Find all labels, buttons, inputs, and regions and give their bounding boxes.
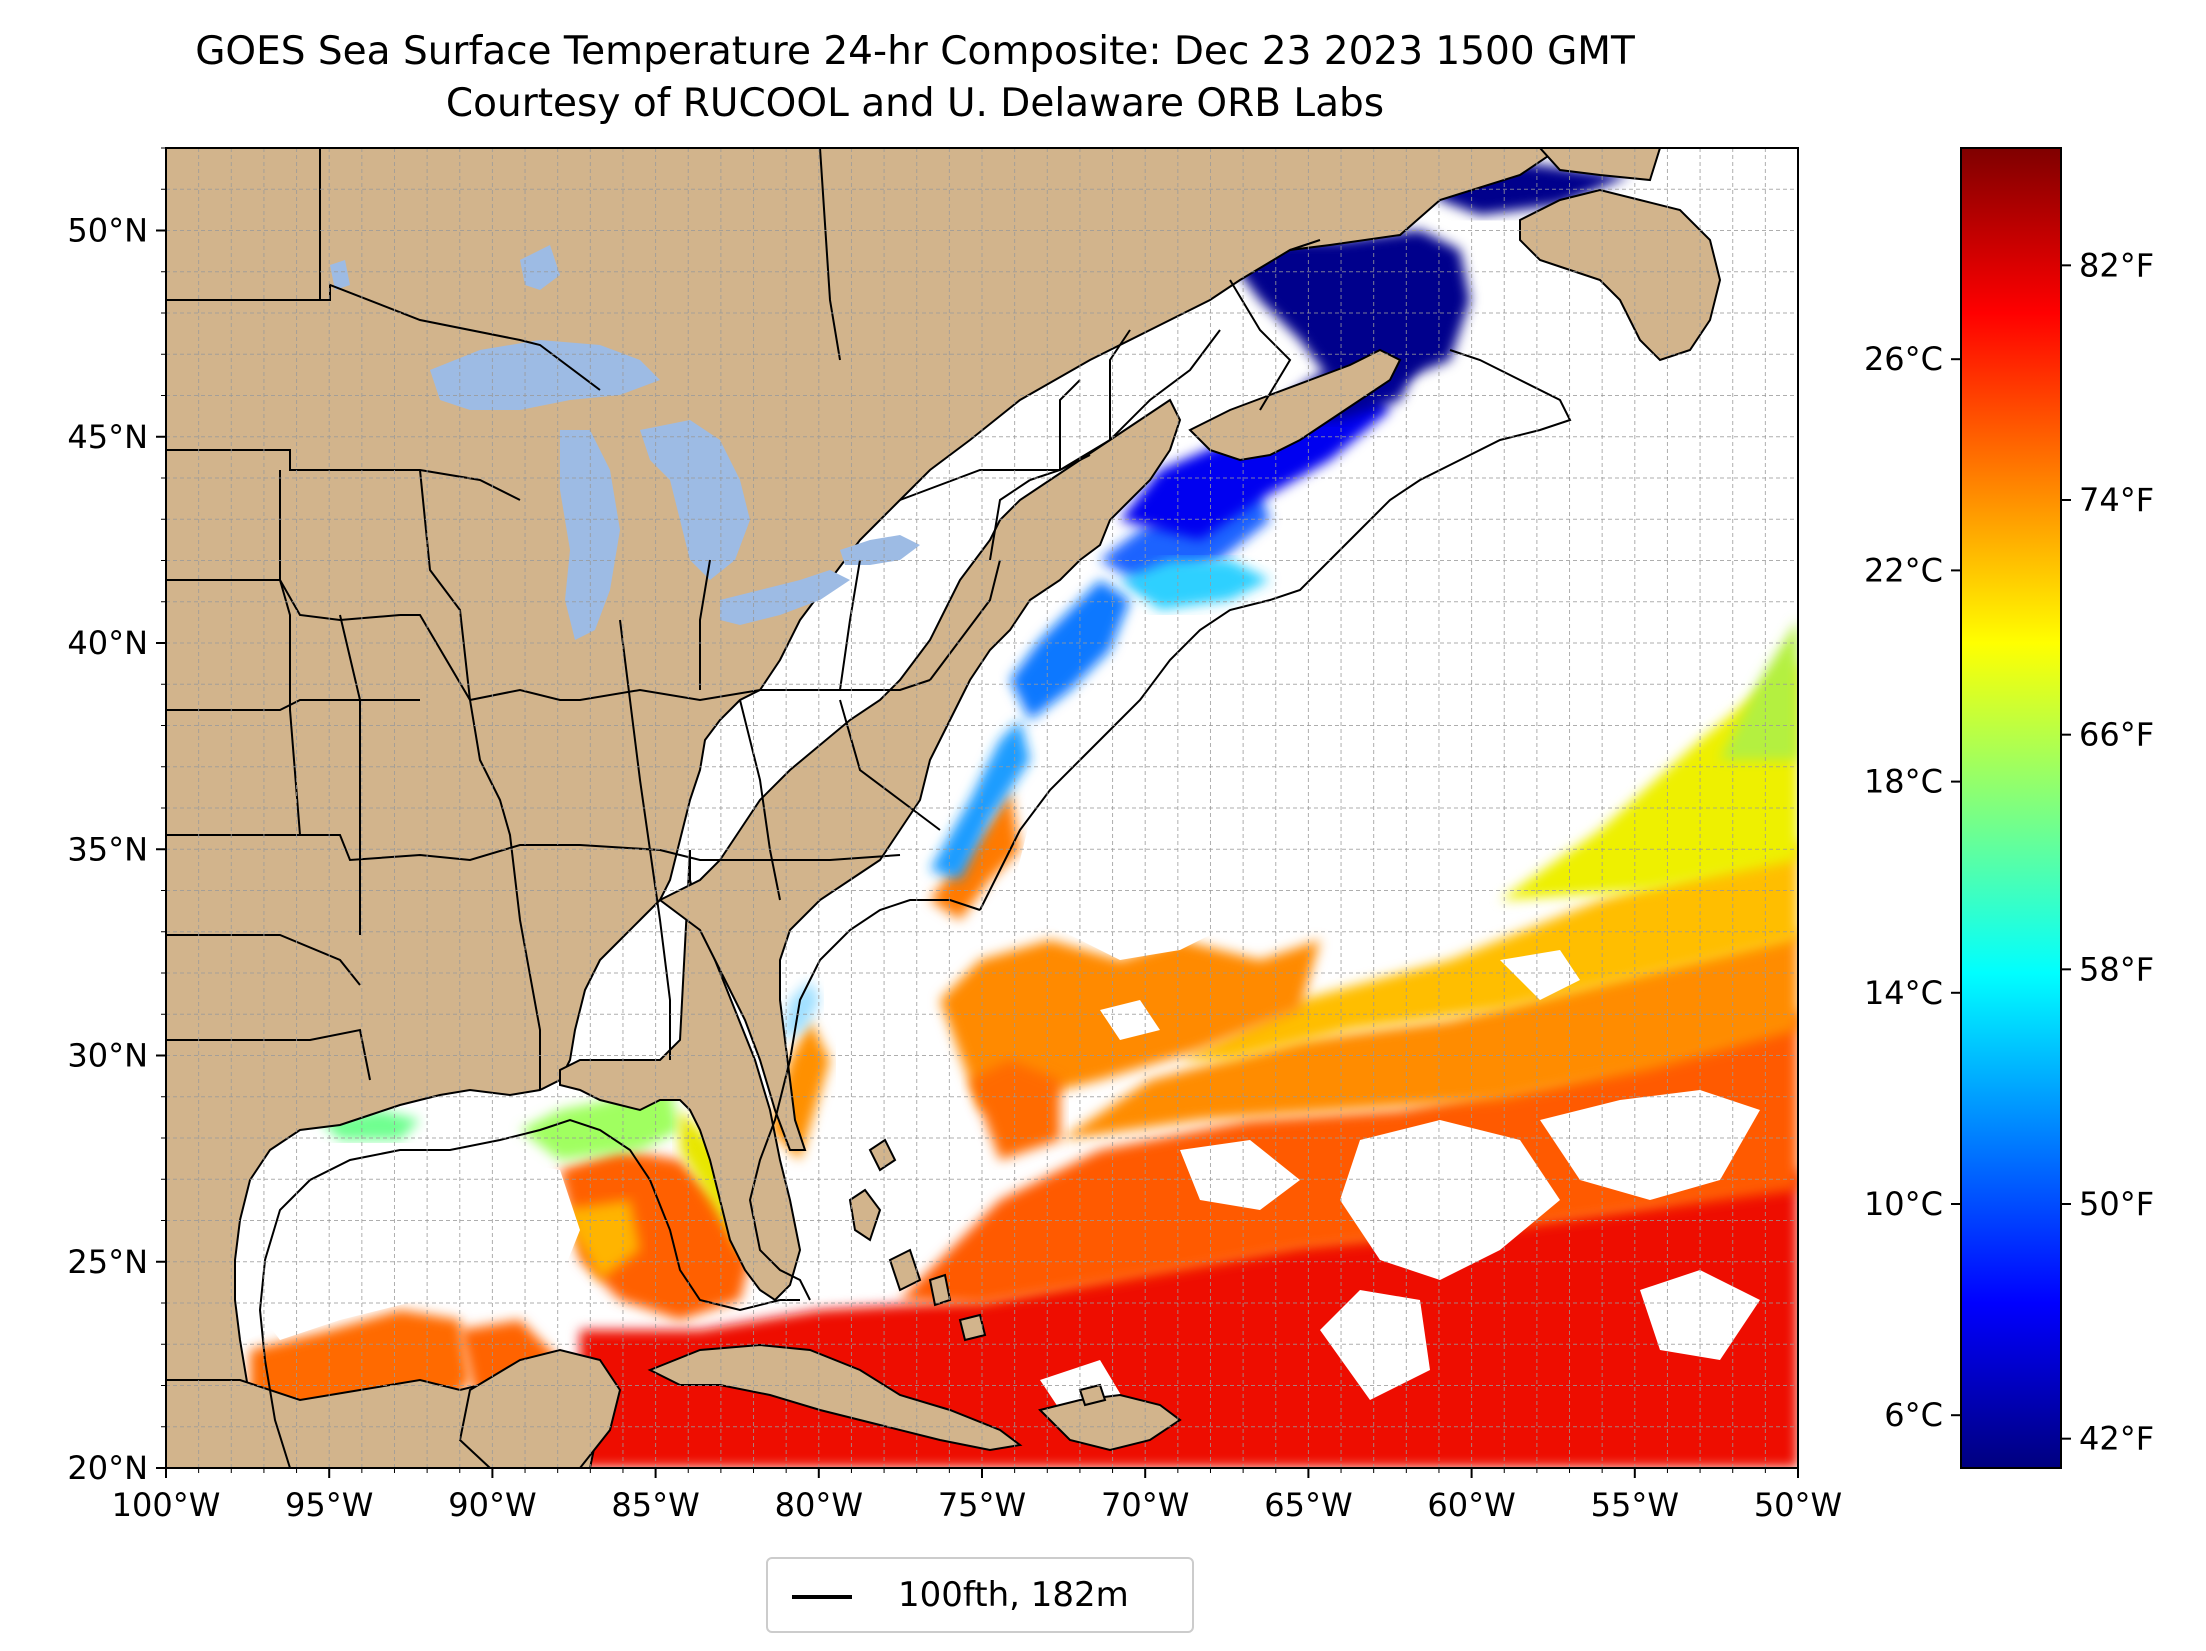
longitude-axis: 100°W 95°W 90°W 85°W 80°W 75°W 70°W 65°W 60°W 55°… [112, 1468, 1842, 1524]
lon-tick-label: 55°W [1591, 1486, 1679, 1524]
lon-tick-label: 100°W [112, 1486, 221, 1524]
isobath-100fth [258, 349, 1572, 1468]
lat-tick-label: 50°N [67, 212, 148, 250]
map-gridlines [166, 148, 1798, 1468]
lat-tick-label: 45°N [67, 418, 148, 456]
legend-label: 100fth, 182m [898, 1575, 1129, 1615]
fahrenheit-tick-label: 82°F [2079, 246, 2154, 284]
legend: 100fth, 182m [766, 1557, 1194, 1633]
colorbar [1960, 147, 2062, 1469]
lon-tick-label: 90°W [448, 1486, 536, 1524]
lon-tick-label: 50°W [1754, 1486, 1842, 1524]
lat-tick-label: 25°N [67, 1243, 148, 1281]
celsius-tick-label: 18°C [1864, 763, 1943, 801]
celsius-tick-label: 10°C [1864, 1185, 1943, 1223]
state-borders [166, 148, 1321, 1090]
great-lakes [330, 245, 920, 640]
lat-tick-label: 30°N [67, 1037, 148, 1075]
celsius-tick-label: 6°C [1884, 1396, 1943, 1434]
celsius-tick-label: 26°C [1864, 340, 1943, 378]
map-area [166, 148, 1798, 1468]
lat-tick-label: 20°N [67, 1449, 148, 1487]
fahrenheit-tick-label: 42°F [2079, 1420, 2154, 1458]
celsius-tick-label: 22°C [1864, 551, 1943, 589]
legend-line-swatch [792, 1595, 852, 1599]
lon-tick-label: 95°W [285, 1486, 373, 1524]
fahrenheit-tick-label: 66°F [2079, 716, 2154, 754]
fahrenheit-tick-label: 74°F [2079, 481, 2154, 519]
lon-tick-label: 80°W [775, 1486, 863, 1524]
lon-tick-label: 60°W [1427, 1486, 1515, 1524]
chart-subtitle: Courtesy of RUCOOL and U. Delaware ORB L… [445, 81, 1385, 126]
celsius-tick-label: 14°C [1864, 974, 1943, 1012]
lon-tick-label: 85°W [611, 1486, 699, 1524]
lat-tick-label: 40°N [67, 624, 148, 662]
lon-tick-label: 75°W [938, 1486, 1026, 1524]
fahrenheit-tick-label: 50°F [2079, 1185, 2154, 1223]
lon-tick-label: 70°W [1101, 1486, 1189, 1524]
lat-tick-label: 35°N [67, 830, 148, 868]
colorbar-ticks: 6°C 10°C 14°C 18°C 22°C 26°C 42°F 50°F 58°F 66°F 7… [1864, 246, 2154, 1457]
latitude-axis: 20°N 25°N 30°N 35°N 40°N 45°N 50°N [67, 147, 166, 1487]
chart-title: GOES Sea Surface Temperature 24-hr Compo… [195, 29, 1635, 74]
fahrenheit-tick-label: 58°F [2079, 950, 2154, 988]
lon-tick-label: 65°W [1264, 1486, 1352, 1524]
